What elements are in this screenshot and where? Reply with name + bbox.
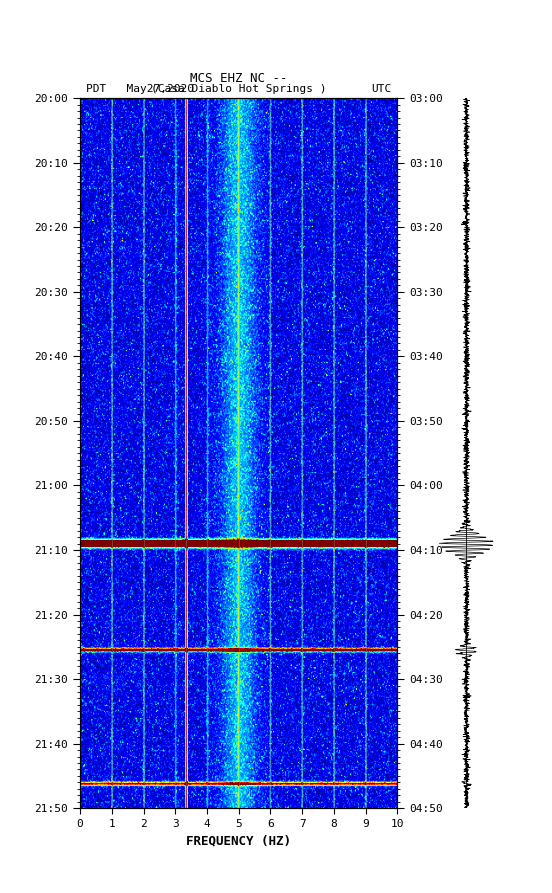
Text: UTC: UTC [371, 84, 392, 94]
Text: PDT   May27,2020: PDT May27,2020 [86, 84, 194, 94]
Text: (Casa Diablo Hot Springs ): (Casa Diablo Hot Springs ) [151, 84, 326, 94]
Text: MCS EHZ NC --: MCS EHZ NC -- [190, 71, 288, 85]
Text: USGS: USGS [7, 12, 40, 26]
X-axis label: FREQUENCY (HZ): FREQUENCY (HZ) [186, 834, 291, 847]
